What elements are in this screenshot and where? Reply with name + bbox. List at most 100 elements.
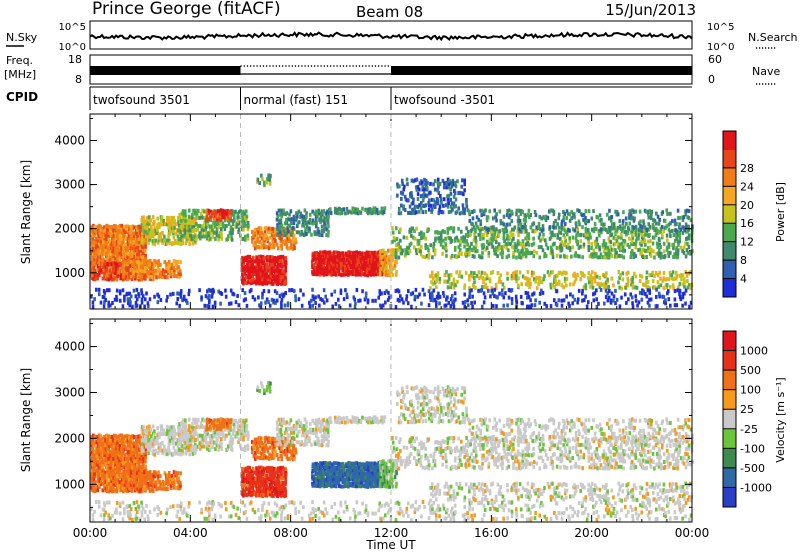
power-cell <box>449 272 453 277</box>
power-cell <box>345 269 349 274</box>
power-cell <box>93 251 96 256</box>
power-cell <box>217 224 221 229</box>
power-cell <box>384 272 388 277</box>
power-cell <box>432 203 436 208</box>
power-cell <box>526 239 530 244</box>
power-cell <box>140 277 144 282</box>
power-cell <box>273 243 276 248</box>
power-cell <box>333 259 337 264</box>
power-cell <box>667 297 671 302</box>
power-cell <box>410 194 414 199</box>
velocity-cell <box>96 440 100 445</box>
power-cell <box>653 228 656 233</box>
power-cell <box>264 278 267 283</box>
power-cell <box>315 256 319 261</box>
power-cell <box>181 224 185 229</box>
power-cell <box>106 268 109 273</box>
power-cell <box>223 209 226 214</box>
power-cell <box>605 271 608 276</box>
power-cell <box>252 234 255 239</box>
power-cell <box>571 294 575 299</box>
cpid-segment-label-0: twofsound 3501 <box>93 93 190 107</box>
power-cell <box>320 209 324 214</box>
velocity-cell <box>137 434 141 439</box>
power-cell <box>527 295 531 300</box>
power-cell <box>265 258 269 263</box>
power-cell <box>557 281 560 286</box>
power-cell <box>95 225 98 230</box>
power-cell <box>394 251 398 256</box>
power-cell <box>263 183 266 188</box>
power-cell <box>391 230 395 235</box>
power-cell <box>627 212 631 217</box>
power-cell <box>549 251 553 256</box>
power-cell <box>270 268 273 273</box>
power-cell <box>436 230 440 235</box>
power-cell <box>211 304 215 309</box>
power-cell <box>146 234 150 239</box>
power-cell <box>418 203 421 208</box>
power-cell <box>668 229 672 234</box>
power-cell <box>630 233 634 238</box>
power-cell <box>549 282 553 287</box>
power-cell <box>597 301 600 306</box>
velocity-cell <box>96 465 100 470</box>
power-cell <box>267 226 271 231</box>
power-cell <box>101 231 104 236</box>
power-cell <box>446 204 450 209</box>
power-cell <box>510 232 513 237</box>
power-cell <box>252 271 255 276</box>
power-cell <box>684 301 687 306</box>
power-cell <box>603 226 606 231</box>
power-cell <box>402 206 405 211</box>
power-cell <box>239 209 242 214</box>
power-cell <box>496 229 499 234</box>
power-cell <box>226 214 229 219</box>
power-cell <box>454 245 457 250</box>
power-cell <box>331 304 335 309</box>
power-cell <box>671 283 675 288</box>
power-cell <box>409 210 412 215</box>
power-cell <box>371 210 375 215</box>
velocity-cell <box>104 443 107 448</box>
power-cell <box>148 219 151 224</box>
power-cell <box>273 262 277 267</box>
power-cell <box>615 228 619 233</box>
power-cell <box>485 239 489 244</box>
power-cell <box>236 215 239 220</box>
power-cell <box>413 206 417 211</box>
power-cell <box>581 271 584 276</box>
power-cell <box>507 295 511 300</box>
power-cell <box>593 291 597 296</box>
power-cell <box>359 257 363 262</box>
power-cell <box>397 289 401 294</box>
power-cell <box>670 242 674 247</box>
power-cell <box>105 273 109 278</box>
power-cell <box>314 224 318 229</box>
velocity-cell <box>104 455 108 460</box>
power-cell <box>672 232 676 237</box>
power-cell <box>324 256 327 261</box>
power-cell <box>126 247 130 252</box>
power-cell <box>220 233 223 238</box>
power-cell <box>665 277 668 282</box>
power-cell <box>427 289 431 294</box>
power-cell <box>179 289 183 294</box>
power-cell <box>95 260 99 265</box>
power-cell <box>319 260 323 265</box>
power-cell <box>292 289 296 294</box>
power-cell <box>511 271 515 276</box>
power-cell <box>681 303 684 308</box>
power-cell <box>418 292 421 297</box>
power-cell <box>169 268 173 273</box>
velocity-cell <box>93 443 96 448</box>
power-cell <box>328 254 332 259</box>
power-cell <box>530 273 534 278</box>
power-cell <box>359 251 363 256</box>
power-cell <box>142 251 145 256</box>
power-cell <box>501 255 504 260</box>
power-cell <box>282 256 286 261</box>
power-cell <box>587 280 591 285</box>
power-cell <box>526 249 529 254</box>
power-cell <box>217 237 220 242</box>
